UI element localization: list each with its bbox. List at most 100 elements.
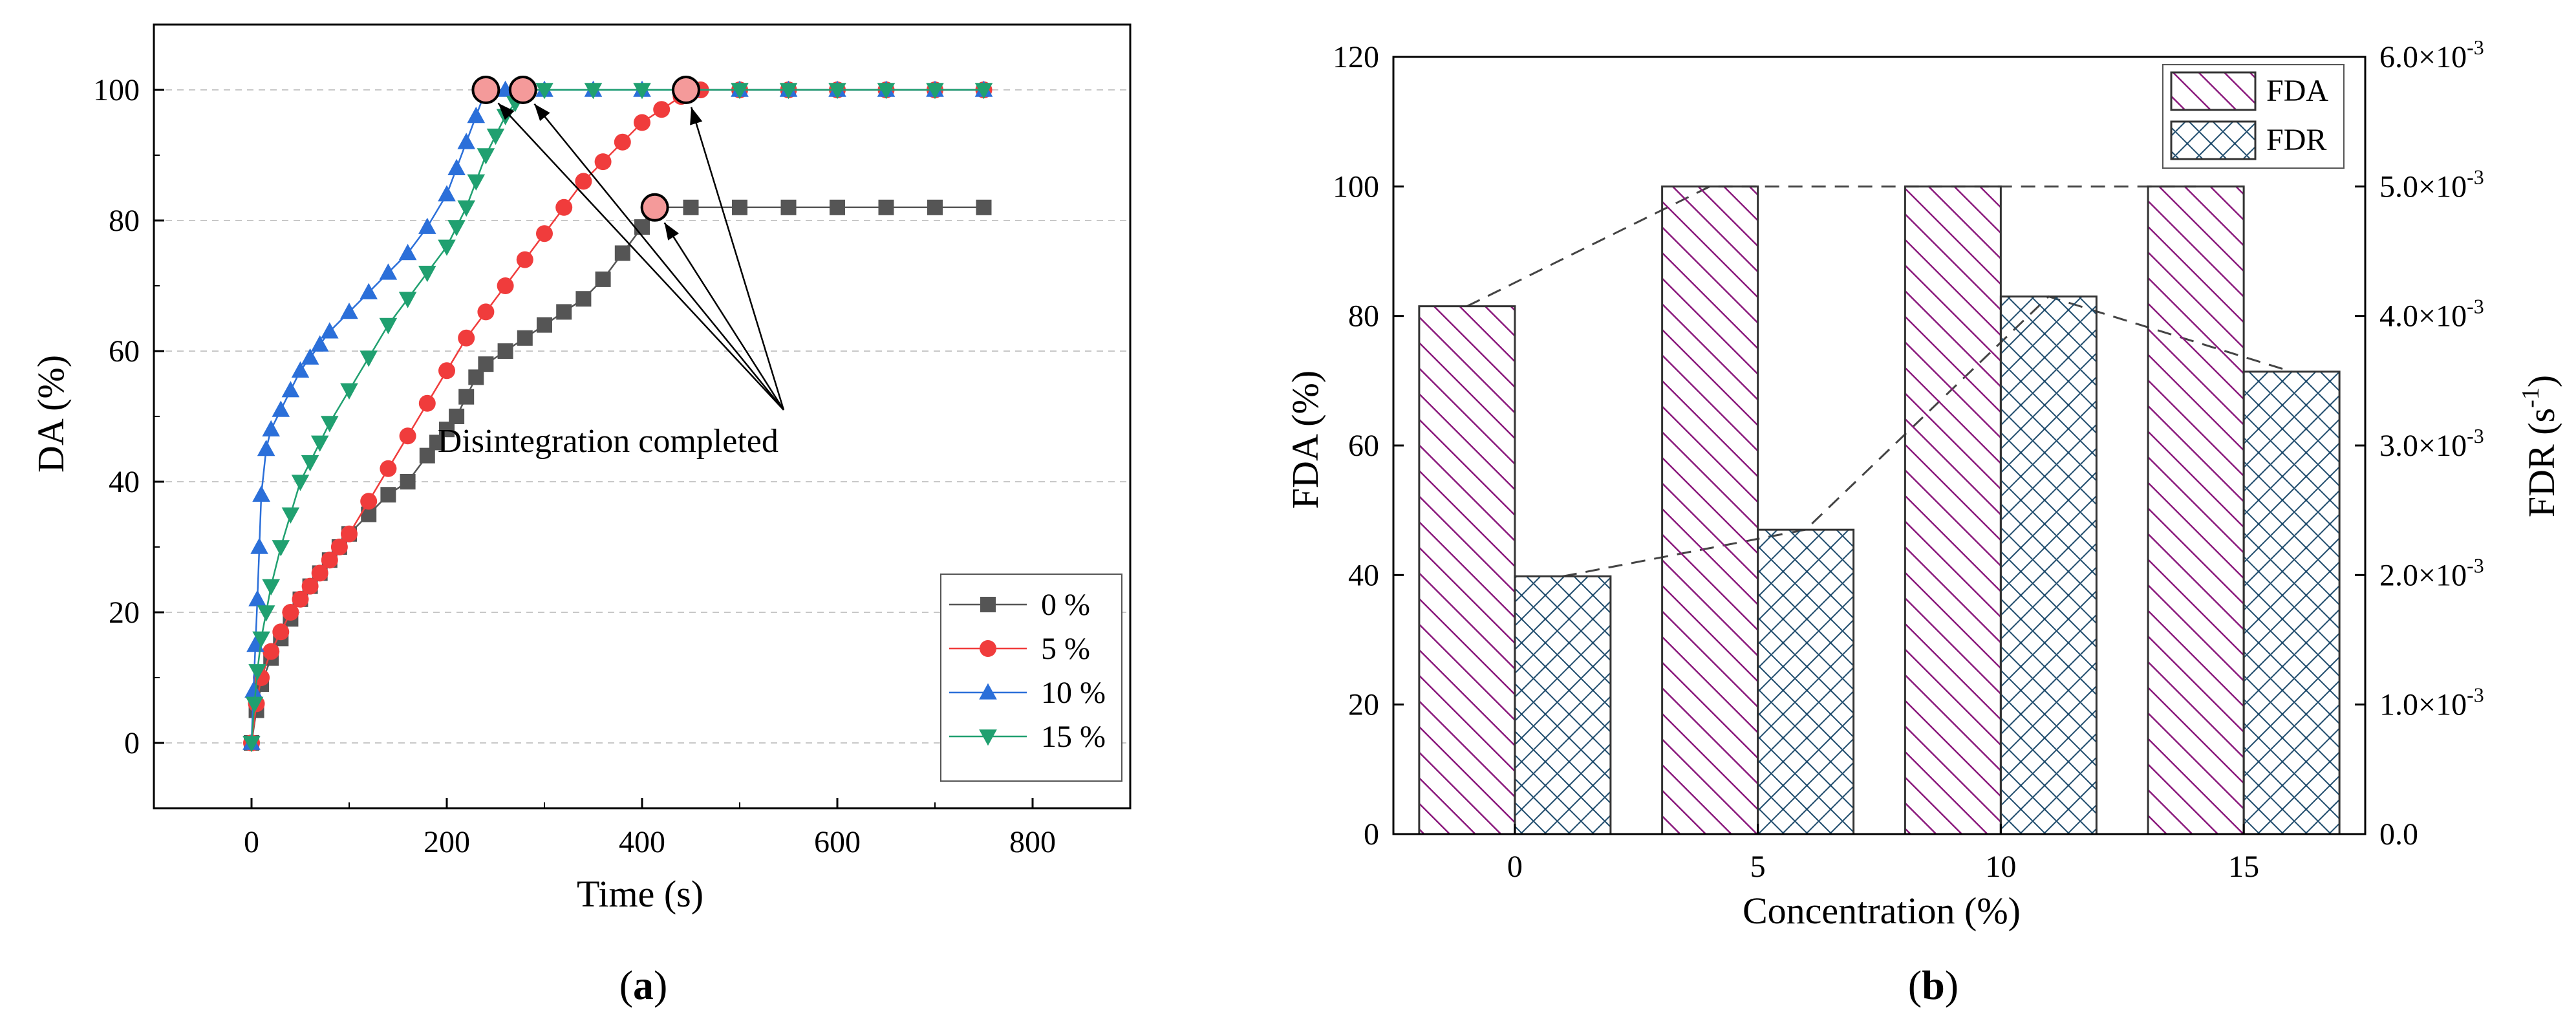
data-point <box>263 643 280 660</box>
data-point <box>438 362 455 380</box>
bar-group-5-pct <box>1661 185 1855 835</box>
data-point <box>683 199 699 215</box>
data-point <box>457 133 475 149</box>
right-y-tick-mantissa: 3.0×10 <box>2379 429 2467 463</box>
data-point <box>257 440 275 456</box>
data-point <box>281 381 300 398</box>
fda-bar <box>1904 185 2002 835</box>
data-point <box>614 245 630 261</box>
fdr-bar <box>1514 575 1612 835</box>
data-point <box>272 540 290 557</box>
data-point <box>418 217 436 234</box>
data-point <box>449 409 465 424</box>
panel-b-bars <box>1418 185 2341 835</box>
fda-bar <box>1418 305 1516 835</box>
arrow-head <box>534 103 550 122</box>
data-point <box>779 83 798 100</box>
legend-label: 15 % <box>1041 720 1106 754</box>
y-tick-label: 0 <box>124 726 140 760</box>
panel-a-x-axis-label: Time (s) <box>577 873 703 915</box>
data-point <box>584 83 603 100</box>
series-15-pct <box>242 83 993 753</box>
data-point <box>301 455 319 472</box>
data-point <box>321 322 339 339</box>
left-y-tick-label: 120 <box>1333 40 1379 74</box>
x-tick-label: 5 <box>1750 850 1766 884</box>
series-line <box>250 89 984 744</box>
panel-b-letter: b <box>1922 962 1945 1008</box>
right-y-tick-exponent: -3 <box>2467 553 2484 577</box>
arrow-head <box>664 222 680 241</box>
data-point <box>731 83 749 100</box>
data-point <box>535 83 553 100</box>
data-point <box>974 83 993 100</box>
left-y-tick-label: 0 <box>1364 817 1379 852</box>
data-point <box>438 185 456 202</box>
x-tick-label: 10 <box>1985 850 2016 884</box>
panel-a-x-ticks: 0 200 400 600 800 <box>153 798 1131 859</box>
data-point <box>555 198 573 216</box>
data-point <box>877 83 896 100</box>
data-point <box>458 389 475 405</box>
fdr-bar <box>1999 295 2098 835</box>
data-point <box>926 83 944 100</box>
panel-a-series <box>242 80 993 753</box>
completion-marker <box>508 76 537 104</box>
fda-trend-line <box>1466 185 2196 307</box>
data-point <box>380 487 396 503</box>
data-point <box>242 736 261 753</box>
y-tick-label: 60 <box>109 334 140 369</box>
right-y-tick-exponent: -3 <box>2467 683 2484 707</box>
data-point <box>418 394 436 412</box>
fda-bar <box>1661 185 1759 835</box>
panel-b-label: (b) <box>1908 962 1959 1008</box>
data-point <box>447 220 466 237</box>
completion-marker <box>671 76 700 104</box>
data-point <box>252 485 270 502</box>
legend-item-fdr: FDR <box>2170 120 2326 160</box>
data-point <box>976 199 992 215</box>
right-y-tick-mantissa: 1.0×10 <box>2379 688 2467 722</box>
legend-marker <box>979 683 997 700</box>
data-point <box>429 435 445 451</box>
data-point <box>340 303 358 319</box>
series-line <box>250 89 984 744</box>
arrow-head <box>690 107 703 125</box>
fdr-label-main: FDR (s <box>2520 408 2562 517</box>
data-point <box>272 623 290 641</box>
series-10-pct <box>242 80 993 750</box>
y-tick-label: 80 <box>109 204 140 238</box>
left-y-tick-label: 40 <box>1348 558 1379 592</box>
fdr-bar <box>2242 370 2341 835</box>
series-0-pct <box>244 199 992 751</box>
data-point <box>301 577 319 595</box>
x-tick-label: 600 <box>814 825 861 859</box>
data-point <box>497 277 514 294</box>
right-y-tick-mantissa: 6.0×10 <box>2379 40 2467 74</box>
data-point <box>244 681 263 698</box>
data-point <box>262 579 280 595</box>
panel-a-y-ticks: 0 20 40 60 80 100 <box>93 24 164 809</box>
data-point <box>780 199 797 215</box>
legend-swatch <box>2170 120 2257 160</box>
data-point <box>399 427 416 445</box>
data-point <box>330 539 348 555</box>
data-point <box>360 283 378 299</box>
data-point <box>457 200 475 217</box>
data-point <box>360 350 378 367</box>
data-point <box>633 83 651 100</box>
legend-label: 5 % <box>1041 632 1090 666</box>
left-y-tick-label: 100 <box>1333 169 1379 204</box>
panel-b-right-y-ticks: 0.01.0×10-32.0×10-33.0×10-34.0×10-35.0×1… <box>2355 36 2484 852</box>
data-point <box>516 251 533 268</box>
legend-label: FDR <box>2266 123 2326 157</box>
data-point <box>458 329 475 347</box>
data-point <box>419 447 435 464</box>
legend-label: 0 % <box>1041 588 1090 622</box>
data-point <box>830 199 845 215</box>
data-point <box>878 199 894 215</box>
data-point <box>301 348 319 365</box>
fdr-bar <box>1757 528 1855 835</box>
right-y-tick-mantissa: 0.0 <box>2379 817 2418 852</box>
fdr-label-end: ) <box>2520 375 2562 387</box>
